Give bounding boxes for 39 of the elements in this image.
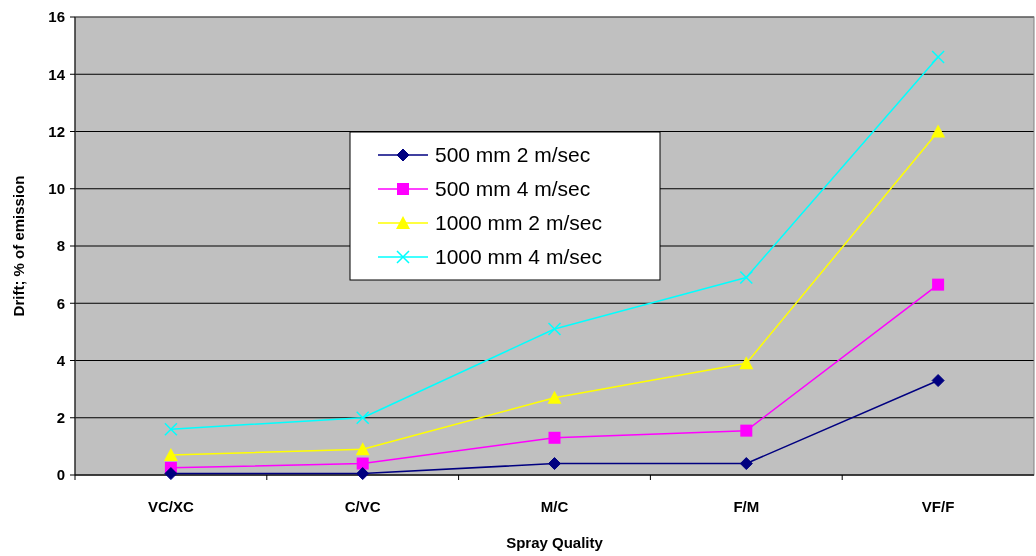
point: [931, 374, 945, 388]
y-tick-label: 4: [56, 351, 66, 369]
point: [356, 467, 370, 481]
point: [932, 278, 945, 291]
y-tick-label: 2: [56, 409, 65, 426]
y-tick-label: 10: [48, 180, 65, 197]
y-tick-label: 6: [56, 294, 65, 312]
x-tick-label: M/C: [540, 498, 569, 515]
point: [164, 422, 178, 436]
x-tick-label: F/M: [733, 498, 760, 515]
point: [739, 356, 754, 370]
legend-label: 1000 mm 4 m/sec: [435, 245, 602, 269]
point: [931, 50, 945, 64]
point: [931, 124, 946, 138]
point: [163, 447, 178, 461]
x-tick-label: VF/F: [921, 498, 955, 515]
point: [547, 322, 562, 336]
point: [164, 467, 178, 481]
point: [548, 457, 561, 471]
point: [739, 270, 754, 285]
point: [548, 431, 561, 444]
y-tick-label: 14: [48, 65, 66, 83]
point: [356, 457, 369, 470]
x-axis-title: Spray Quality: [506, 534, 604, 551]
y-tick-label: 0: [56, 466, 65, 484]
y-tick-label: 8: [56, 237, 65, 255]
x-tick-label: C/VC: [344, 498, 381, 515]
point: [547, 390, 562, 404]
y-tick-label: 16: [48, 8, 65, 26]
legend-label: 500 mm 2 m/sec: [435, 143, 591, 167]
x-tick-label: VC/XC: [147, 498, 194, 515]
point: [355, 442, 370, 456]
point: [740, 424, 753, 437]
legend-label: 1000 mm 2 m/sec: [435, 211, 602, 235]
y-axis-title: Drift; % of emission: [10, 175, 27, 317]
y-tick-label: 12: [48, 122, 65, 140]
legend-label: 500 mm 4 m/sec: [435, 177, 591, 201]
point: [355, 411, 370, 425]
point: [739, 457, 753, 471]
